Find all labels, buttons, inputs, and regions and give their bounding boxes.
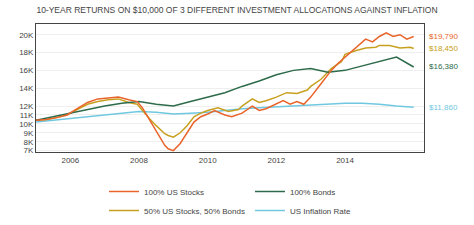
svg-text:2014: 2014 bbox=[336, 156, 354, 165]
svg-text:50% US Stocks, 50% Bonds: 50% US Stocks, 50% Bonds bbox=[144, 207, 245, 216]
svg-text:$16,380: $16,380 bbox=[429, 62, 458, 71]
svg-text:$18,450: $18,450 bbox=[429, 44, 458, 53]
svg-text:12K: 12K bbox=[19, 102, 34, 111]
svg-text:7K: 7K bbox=[24, 146, 34, 155]
svg-text:100% Bonds: 100% Bonds bbox=[290, 188, 335, 197]
svg-text:8K: 8K bbox=[24, 138, 34, 147]
svg-text:18K: 18K bbox=[19, 48, 34, 57]
svg-text:10K: 10K bbox=[19, 120, 34, 129]
svg-text:2010: 2010 bbox=[199, 156, 217, 165]
svg-text:9K: 9K bbox=[24, 129, 34, 138]
svg-text:11K: 11K bbox=[20, 111, 34, 120]
svg-text:20K: 20K bbox=[19, 31, 34, 40]
svg-text:2006: 2006 bbox=[61, 156, 79, 165]
svg-text:2012: 2012 bbox=[267, 156, 285, 165]
svg-text:14K: 14K bbox=[19, 84, 34, 93]
svg-text:$19,790: $19,790 bbox=[429, 32, 458, 41]
svg-text:100% US Stocks: 100% US Stocks bbox=[144, 188, 204, 197]
svg-text:$11,860: $11,860 bbox=[429, 103, 458, 112]
svg-text:16K: 16K bbox=[19, 66, 34, 75]
svg-text:2008: 2008 bbox=[130, 156, 148, 165]
svg-text:US Inflation Rate: US Inflation Rate bbox=[290, 207, 351, 216]
svg-text:10-YEAR RETURNS ON $10,000 OF: 10-YEAR RETURNS ON $10,000 OF 3 DIFFEREN… bbox=[36, 5, 437, 15]
